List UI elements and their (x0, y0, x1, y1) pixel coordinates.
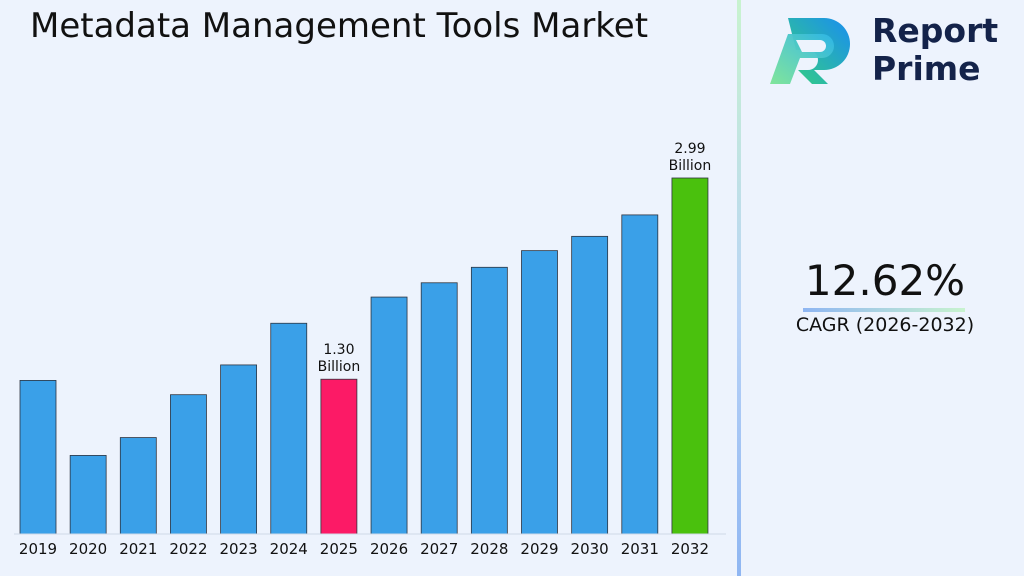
x-tick-label-2027: 2027 (420, 540, 458, 558)
bar-2029 (521, 250, 558, 535)
report-prime-logo-icon (770, 18, 850, 84)
bar-2021 (119, 437, 157, 535)
x-tick-label-2032: 2032 (671, 540, 709, 558)
brand-name-line2: Prime (872, 49, 981, 88)
bar-2032 (671, 177, 709, 535)
bar-2023 (220, 364, 258, 535)
bar-2030 (571, 235, 609, 535)
data-label-2032-1: Billion (669, 158, 712, 174)
x-tick-label-2025: 2025 (320, 540, 358, 558)
x-tick-label-2023: 2023 (220, 540, 258, 558)
x-tick-label-2026: 2026 (370, 540, 408, 558)
bar-chart: 2019 2020 2021 2022 2023 2024 2025 2026 2027 2028… (14, 141, 726, 558)
data-label-2025-1: Billion (318, 359, 361, 375)
bar-2022 (170, 394, 207, 535)
cagr-value: 12.62% (804, 256, 966, 305)
x-tick-label-2019: 2019 (19, 540, 57, 558)
x-tick-label-2022: 2022 (169, 540, 207, 558)
x-tick-label-2031: 2031 (621, 540, 659, 558)
panel-divider (737, 0, 741, 576)
bar-2028 (470, 266, 508, 535)
cagr-underline (803, 308, 965, 312)
cagr-label: CAGR (2026-2032) (795, 314, 975, 336)
bar-2024 (270, 322, 308, 535)
x-tick-label-2028: 2028 (470, 540, 508, 558)
bar-2019 (19, 380, 57, 535)
data-label-2025-0: 1.30 (323, 342, 354, 358)
x-tick-label-2029: 2029 (520, 540, 558, 558)
chart-title: Metadata Management Tools Market (30, 6, 649, 46)
brand-name-line1: Report (872, 11, 999, 50)
x-tick-label-2020: 2020 (69, 540, 107, 558)
bar-2031 (621, 214, 659, 535)
report-prime-logo: Report Prime (766, 14, 1006, 90)
x-tick-label-2024: 2024 (270, 540, 308, 558)
bar-2027 (420, 282, 458, 535)
x-tick-label-2030: 2030 (571, 540, 609, 558)
bar-2026 (370, 296, 408, 535)
bar-2020 (69, 455, 107, 535)
bar-2025 (320, 378, 358, 535)
x-tick-label-2021: 2021 (119, 540, 157, 558)
data-label-2032-0: 2.99 (674, 141, 705, 157)
